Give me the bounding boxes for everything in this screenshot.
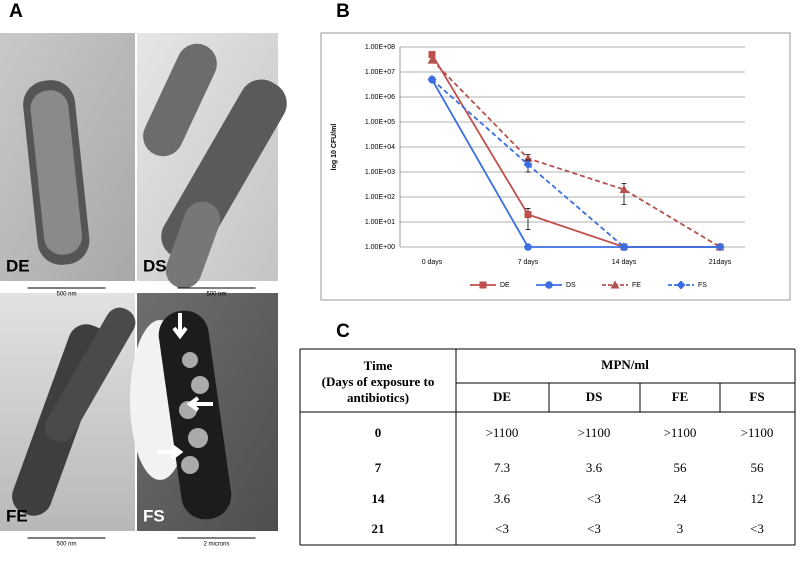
x-tick-label: 14 days <box>612 259 637 266</box>
table-header: FE <box>672 389 689 404</box>
micrograph-label: DE <box>6 256 30 275</box>
table-header: DE <box>493 389 511 404</box>
table-cell: 3.6 <box>494 491 511 506</box>
legend-marker <box>676 280 686 290</box>
legend-label: DE <box>500 282 510 289</box>
table-cell: <3 <box>587 491 601 506</box>
micrograph-label: FE <box>6 506 28 525</box>
x-tick-label: 21days <box>709 259 732 266</box>
marker <box>524 243 532 251</box>
scale-bar-label: 500 nm <box>56 292 76 298</box>
table-cell: >1100 <box>664 425 697 440</box>
table-cell: >1100 <box>578 425 611 440</box>
y-tick-label: 1.00E+07 <box>365 69 395 76</box>
table-cell: 0 <box>375 425 382 440</box>
table-header: antibiotics) <box>347 390 409 405</box>
scale-bar-label: 500 nm <box>206 292 226 298</box>
y-tick-label: 1.00E+03 <box>365 169 395 176</box>
y-tick-label: 1.00E+08 <box>365 44 395 51</box>
table-cell: 14 <box>372 491 386 506</box>
marker <box>427 75 437 85</box>
series-line <box>431 54 720 248</box>
table-cell: <3 <box>495 521 509 536</box>
micrograph-ds <box>137 33 287 289</box>
table-header: MPN/ml <box>601 357 649 372</box>
table-cell: 24 <box>674 491 688 506</box>
y-axis-label: log 10 CFU/ml <box>331 124 338 171</box>
marker <box>619 242 629 252</box>
table-cell: <3 <box>587 521 601 536</box>
series-line <box>431 79 720 248</box>
legend-marker <box>610 280 620 289</box>
legend-label: DS <box>566 282 576 289</box>
table-header: (Days of exposure to <box>322 374 435 389</box>
micrograph-de <box>0 33 135 281</box>
series-line <box>431 59 721 248</box>
marker <box>715 242 725 252</box>
marker <box>524 210 532 218</box>
table-cell: <3 <box>750 521 764 536</box>
y-tick-label: 1.00E+06 <box>365 94 395 101</box>
y-tick-label: 1.00E+02 <box>365 194 395 201</box>
panel-label: C <box>336 321 350 342</box>
legend-label: FE <box>632 282 641 289</box>
legend-marker <box>479 281 487 289</box>
marker <box>427 55 437 64</box>
scale-bar-label: 2 microns <box>203 542 229 548</box>
scale-bar-label: 500 nm <box>56 542 76 548</box>
table-cell: 56 <box>674 460 688 475</box>
x-tick-label: 7 days <box>518 259 539 266</box>
micrograph-fe <box>0 293 136 531</box>
table-header: Time <box>364 358 393 373</box>
panel-label: B <box>336 1 350 22</box>
y-tick-label: 1.00E+04 <box>365 144 395 151</box>
table-cell: 3.6 <box>586 460 603 475</box>
marker <box>523 159 533 169</box>
table-cell: 3 <box>677 521 684 536</box>
series-line <box>431 78 720 248</box>
table-header: DS <box>586 389 603 404</box>
table-cell: >1100 <box>741 425 774 440</box>
marker <box>619 184 629 193</box>
micrograph-label: FS <box>143 506 165 525</box>
table-cell: 7 <box>375 460 382 475</box>
table-cell: >1100 <box>486 425 519 440</box>
chart-frame <box>320 32 791 301</box>
legend-marker <box>545 281 553 289</box>
table-header: FS <box>749 389 764 404</box>
marker <box>428 51 436 59</box>
y-tick-label: 1.00E+05 <box>365 119 395 126</box>
panel-label: A <box>9 1 23 22</box>
y-tick-label: 1.00E+00 <box>365 244 395 251</box>
micrograph-fs <box>130 293 278 531</box>
table-cell: 56 <box>751 460 765 475</box>
legend-label: FS <box>698 282 707 289</box>
x-tick-label: 0 days <box>422 259 443 266</box>
table-cell: 7.3 <box>494 460 510 475</box>
micrograph-label: DS <box>143 256 167 275</box>
table-cell: 12 <box>751 491 764 506</box>
y-tick-label: 1.00E+01 <box>365 219 395 226</box>
table-cell: 21 <box>372 521 385 536</box>
